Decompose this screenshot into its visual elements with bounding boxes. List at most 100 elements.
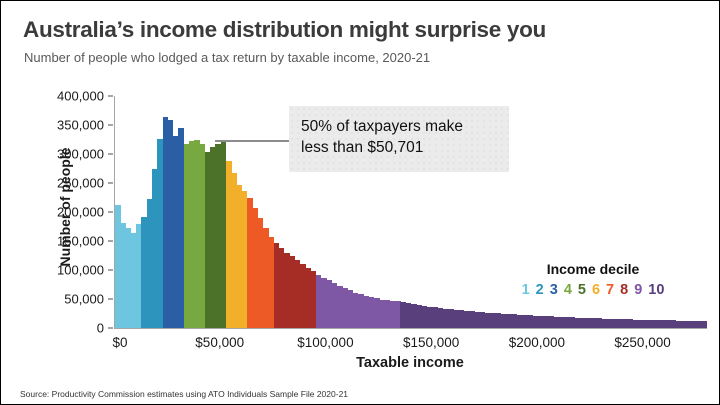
histogram-bar xyxy=(194,140,200,328)
histogram-bar xyxy=(273,242,280,328)
legend-decile-number: 3 xyxy=(549,282,558,298)
histogram-bar xyxy=(490,312,496,328)
y-tick-mark xyxy=(108,95,113,97)
histogram-bar xyxy=(268,236,274,328)
histogram-bar xyxy=(226,160,232,328)
histogram-bar xyxy=(685,320,692,328)
y-tick-label: 400,000 xyxy=(57,88,104,104)
x-tick-label: $100,000 xyxy=(297,335,354,350)
x-axis-title: Taxable income xyxy=(356,355,464,371)
histogram-bar xyxy=(495,313,502,328)
histogram-bar xyxy=(400,301,406,328)
legend-decile-row: 1 2 3 4 5 6 7 8 9 10 xyxy=(493,282,693,298)
annotation-text-line1: 50% of taxpayers make xyxy=(301,118,463,135)
histogram-bar xyxy=(263,227,269,328)
x-tick-label: $250,000 xyxy=(614,335,671,350)
histogram-bar xyxy=(670,320,676,328)
histogram-bar xyxy=(120,223,126,328)
legend-decile-number: 1 xyxy=(521,282,530,298)
histogram-bar xyxy=(136,224,142,328)
histogram-bar xyxy=(648,320,655,328)
histogram-bar xyxy=(379,299,385,328)
histogram-bar xyxy=(548,316,554,328)
histogram-bar xyxy=(432,307,438,328)
chart-title: Australia’s income distribution might su… xyxy=(23,17,547,42)
histogram-bar xyxy=(437,308,443,328)
legend-title: Income decile xyxy=(546,261,640,277)
annotation-leader-line xyxy=(215,140,289,142)
histogram-bar xyxy=(141,217,147,328)
histogram-bar xyxy=(574,317,581,328)
histogram-bar xyxy=(241,191,248,328)
legend-decile-number: 4 xyxy=(563,282,572,298)
histogram-bar xyxy=(257,217,264,328)
y-tick-label: 100,000 xyxy=(57,262,104,278)
histogram-bar xyxy=(627,319,634,328)
legend-decile-number: 8 xyxy=(620,282,629,298)
histogram-bar xyxy=(289,256,295,328)
histogram-bar xyxy=(220,142,227,328)
histogram-bar xyxy=(553,316,560,328)
histogram-bar xyxy=(199,143,206,328)
histogram-bar xyxy=(564,317,570,328)
histogram-bar xyxy=(691,320,697,328)
histogram-bar xyxy=(252,207,258,328)
histogram-bar xyxy=(204,151,211,328)
histogram-bar xyxy=(527,315,533,328)
histogram-bar xyxy=(606,318,613,328)
histogram-bar xyxy=(331,283,338,328)
histogram-bar xyxy=(426,306,433,328)
histogram-bar xyxy=(395,301,401,328)
legend-decile-number: 5 xyxy=(577,282,586,298)
histogram-bar xyxy=(469,311,475,328)
histogram-bar xyxy=(654,320,660,328)
histogram-bar xyxy=(337,285,343,328)
histogram-bar xyxy=(183,143,190,328)
y-tick-mark xyxy=(108,124,113,126)
histogram-bar xyxy=(342,287,348,328)
histogram-bar xyxy=(130,232,137,328)
histogram-bar xyxy=(458,310,465,328)
histogram-bar xyxy=(485,312,491,328)
histogram-bar xyxy=(696,320,702,328)
histogram-bar xyxy=(152,169,158,328)
histogram-bar xyxy=(189,141,195,328)
histogram-bar xyxy=(474,311,480,328)
y-tick-label: 350,000 xyxy=(57,117,104,133)
y-tick-mark xyxy=(108,211,113,213)
histogram-bar xyxy=(384,300,391,328)
x-tick-label: $200,000 xyxy=(508,335,565,350)
histogram-bar xyxy=(358,294,364,328)
histogram-bar xyxy=(157,138,163,328)
legend-decile-number: 9 xyxy=(634,282,643,298)
histogram-bar xyxy=(416,304,422,328)
histogram-bar xyxy=(374,298,380,328)
y-tick-mark xyxy=(108,269,113,271)
histogram-bar xyxy=(363,296,369,328)
histogram-bar xyxy=(675,320,681,328)
histogram-bar xyxy=(500,313,507,328)
histogram-bar xyxy=(347,290,354,328)
y-tick-mark xyxy=(108,240,113,242)
histogram-bar xyxy=(162,117,169,328)
plot-area xyxy=(114,96,708,329)
histogram-bar xyxy=(622,319,628,328)
histogram-bar xyxy=(680,320,687,328)
histogram-bar xyxy=(664,320,671,328)
histogram-bar xyxy=(389,300,396,328)
y-tick-mark xyxy=(108,298,113,300)
x-tick-label: $50,000 xyxy=(195,335,245,350)
histogram-bar xyxy=(321,277,327,328)
histogram-bar xyxy=(178,128,184,328)
histogram-bar xyxy=(580,317,586,328)
y-tick-mark xyxy=(108,182,113,184)
x-tick-label: $150,000 xyxy=(402,335,460,350)
chart-subtitle: Number of people who lodged a tax return… xyxy=(24,50,431,65)
legend-decile-number: 10 xyxy=(648,282,665,298)
histogram-bar xyxy=(453,309,459,328)
histogram-bar xyxy=(247,197,253,328)
histogram-bar xyxy=(231,172,237,328)
histogram-bar xyxy=(146,199,153,328)
histogram-bar xyxy=(326,280,332,328)
